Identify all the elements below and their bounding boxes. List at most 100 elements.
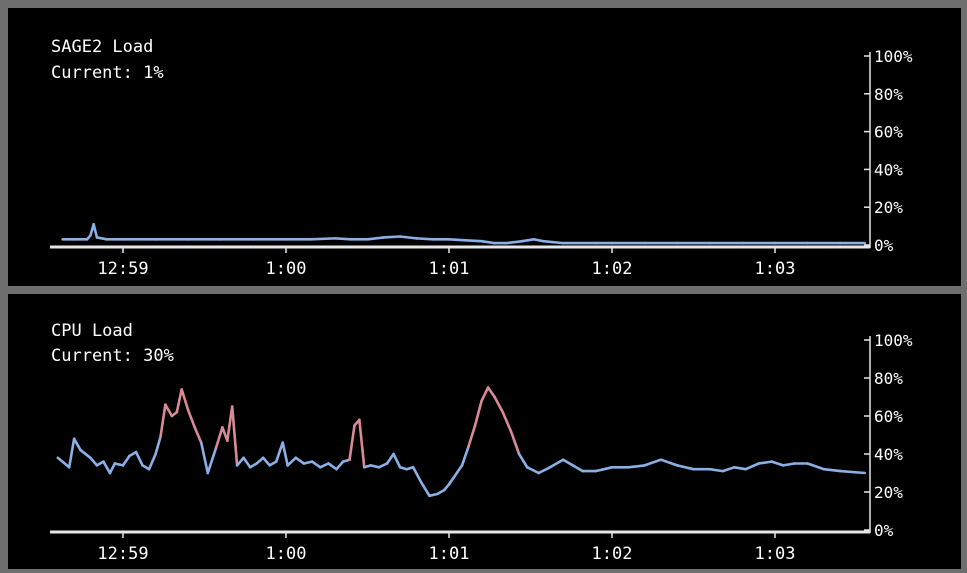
- series-segment: [447, 238, 467, 242]
- series-segment: [548, 458, 565, 469]
- series-segment: [147, 452, 157, 471]
- series-segment: [521, 238, 536, 243]
- series-segment: [92, 222, 99, 239]
- y-tick-label: 0%: [874, 521, 894, 540]
- series-segment: [473, 399, 483, 427]
- series-segment: [447, 464, 464, 486]
- series-segment: [261, 456, 272, 467]
- series-segment: [348, 424, 356, 461]
- series-segment: [358, 418, 366, 469]
- chart-current-value: Current: 30%: [51, 346, 174, 366]
- series-segment: [415, 237, 435, 241]
- x-tick-label: 1:01: [429, 259, 470, 279]
- series-segment: [89, 456, 99, 467]
- chart-title: CPU Load: [51, 321, 133, 341]
- series-segment: [79, 448, 92, 460]
- series-segment: [838, 469, 866, 475]
- series-segment: [67, 437, 76, 469]
- series-segment: [532, 238, 545, 243]
- series-segment: [643, 458, 663, 467]
- series-segment: [504, 239, 524, 245]
- series-segment: [382, 235, 402, 239]
- x-tick-label: 1:03: [755, 544, 796, 564]
- series-segment: [732, 466, 747, 471]
- sage2-load-panel: 0% 20% 40% 60% 80% 100% 12:59 1:00 1:01 1:02 1:03 …: [8, 8, 961, 286]
- series-segment: [302, 460, 314, 465]
- cpu-load-panel: 0% 20% 40% 60% 80% 100% 12:59 1:00 1:01 1:02 1:03 …: [8, 294, 961, 569]
- series-segment: [392, 452, 402, 469]
- series-segment: [206, 447, 218, 475]
- series-segment: [108, 462, 117, 475]
- series-segment: [463, 238, 483, 243]
- series-segment: [509, 429, 521, 456]
- series-segment: [154, 435, 162, 456]
- series-segment: [594, 466, 614, 473]
- x-tick-label: 1:01: [429, 544, 470, 564]
- series-segment: [781, 462, 796, 467]
- series-segment: [822, 467, 842, 473]
- y-tick-label: 20%: [874, 198, 903, 217]
- series-segment: [428, 492, 439, 498]
- chart-current-value: Current: 1%: [51, 63, 164, 83]
- series-segment: [517, 452, 529, 469]
- cpu-load-chart: 0% 20% 40% 60% 80% 100% 12:59 1:00 1:01 1:02 1:03: [50, 331, 913, 564]
- x-tick-label: 12:59: [97, 259, 148, 279]
- series-segment: [310, 460, 322, 469]
- series-segment: [281, 441, 289, 467]
- series-segment: [333, 237, 353, 241]
- series-segment: [806, 462, 826, 471]
- series-segment: [286, 456, 298, 467]
- chart-title: SAGE2 Load: [51, 37, 154, 57]
- series-segment: [95, 236, 108, 241]
- series-segment: [159, 403, 167, 439]
- x-tick-label: 1:00: [266, 544, 307, 564]
- series-segment: [199, 441, 210, 475]
- series-segment: [255, 456, 265, 465]
- series-segment: [318, 462, 330, 469]
- y-tick-label: 80%: [874, 369, 903, 388]
- series-segment: [274, 441, 285, 463]
- series-segment: [309, 237, 337, 241]
- series-segment: [398, 235, 418, 240]
- series-segment: [411, 466, 423, 484]
- series-segment: [214, 426, 224, 450]
- y-tick-label: 60%: [874, 407, 903, 426]
- series-segment: [486, 386, 496, 399]
- series-segment: [501, 410, 513, 433]
- x-tick-label: 12:59: [97, 544, 148, 564]
- x-tick-label: 1:03: [755, 259, 796, 279]
- series-segment: [542, 239, 565, 245]
- series-segment: [626, 464, 646, 469]
- series-segment: [493, 395, 505, 414]
- series-segment: [721, 466, 736, 473]
- series-segment: [121, 454, 131, 467]
- series-segment: [460, 445, 470, 467]
- series-segment: [113, 462, 125, 467]
- series-segment: [561, 458, 575, 467]
- series-segment: [675, 464, 695, 471]
- x-tick-label: 1:02: [592, 259, 633, 279]
- y-tick-label: 60%: [874, 123, 903, 142]
- series-segment: [537, 466, 552, 475]
- series-segment: [56, 456, 71, 469]
- series-segment: [134, 450, 144, 467]
- series-segment: [385, 452, 395, 465]
- y-tick-label: 40%: [874, 160, 903, 179]
- series-segment: [744, 462, 761, 471]
- series-segment: [708, 467, 725, 473]
- series-segment: [235, 456, 245, 467]
- series-segment: [419, 481, 431, 498]
- series-segment: [366, 236, 386, 241]
- series-segment: [242, 456, 252, 469]
- series-segment: [377, 462, 389, 469]
- series-segment: [230, 405, 239, 467]
- series-segment: [327, 462, 338, 471]
- series-segment: [659, 458, 679, 467]
- y-tick-label: 40%: [874, 445, 903, 464]
- series-segment: [757, 460, 774, 465]
- y-tick-label: 100%: [874, 331, 913, 350]
- y-tick-label: 80%: [874, 85, 903, 104]
- series-segment: [525, 466, 540, 475]
- series-segment: [72, 437, 82, 452]
- series-segment: [102, 460, 112, 475]
